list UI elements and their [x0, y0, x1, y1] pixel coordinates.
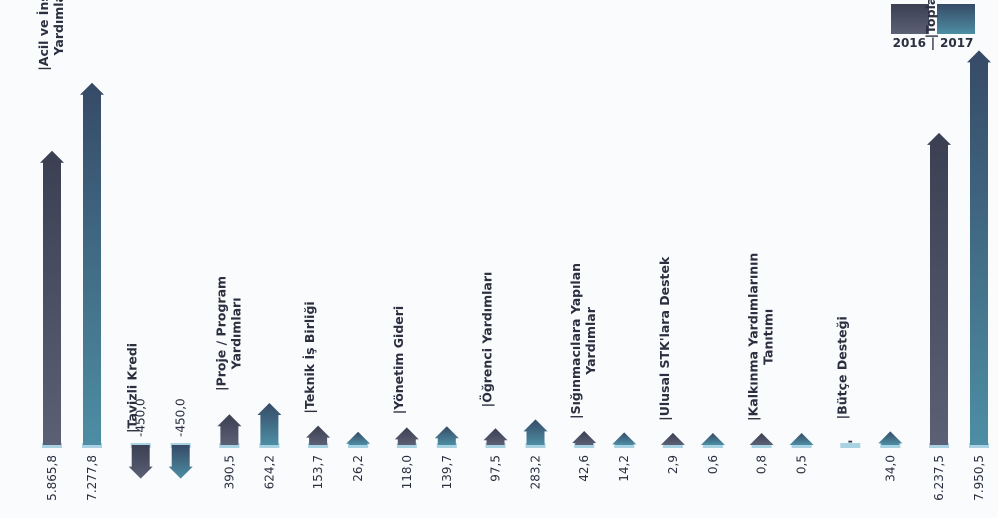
- arrow-bar: [128, 445, 153, 479]
- arrow-bar: [660, 432, 685, 445]
- arrow-bar: [789, 432, 814, 445]
- arrow-bar: [346, 431, 371, 445]
- base-strip: [348, 443, 369, 448]
- arrow-bar: [483, 428, 508, 445]
- base-strip: [751, 443, 772, 448]
- value-label: 42,6: [577, 455, 591, 482]
- base-strip: [880, 443, 901, 448]
- category-label: |Bütçe Desteği: [834, 316, 849, 419]
- arrow-bar: [700, 432, 725, 445]
- value-label: -450,0: [174, 398, 188, 437]
- category-label: |Yönetim Gideri: [391, 306, 406, 415]
- arrow-bar: [572, 430, 597, 445]
- value-label: 624,2: [262, 455, 276, 489]
- value-label: 390,5: [222, 455, 236, 489]
- arrow-bar: [40, 150, 64, 445]
- base-strip: [436, 443, 457, 448]
- legend-swatch-2016: [891, 4, 929, 34]
- value-label: 118,0: [400, 455, 414, 489]
- value-label: -: [848, 434, 853, 448]
- value-label: 7.277,8: [85, 455, 99, 501]
- arrow-bar: [878, 431, 903, 445]
- value-label: 5.865,8: [45, 455, 59, 501]
- value-label: 0,5: [795, 455, 809, 474]
- base-strip: [485, 443, 506, 448]
- base-strip: [840, 443, 861, 448]
- base-strip: [396, 443, 417, 448]
- value-label: 14,2: [617, 455, 631, 482]
- value-label: 26,2: [351, 455, 365, 482]
- base-strip: [574, 443, 595, 448]
- arrow-bar: [523, 419, 548, 445]
- arrow-bar: [927, 132, 951, 445]
- category-label: Yardımları: [228, 297, 243, 370]
- legend-swatch-2017: [937, 4, 975, 34]
- value-label: 6.237,5: [932, 455, 946, 501]
- category-label: Tanıtımı: [761, 309, 776, 365]
- value-label: 7.950,5: [972, 455, 986, 501]
- arrow-bar: [394, 427, 419, 445]
- category-label: Yardımlar: [583, 306, 598, 375]
- base-strip: [702, 443, 723, 448]
- value-label: 34,0: [883, 455, 897, 482]
- base-strip: [969, 443, 989, 448]
- base-strip: [308, 443, 329, 448]
- value-label: 0,6: [706, 455, 720, 474]
- base-strip: [525, 443, 546, 448]
- value-label: 283,2: [529, 455, 543, 489]
- arrow-bar: [217, 414, 242, 445]
- category-label: |Teknik İş Birliği: [302, 301, 317, 413]
- base-strip: [82, 443, 102, 448]
- base-strip: [42, 443, 62, 448]
- arrow-bar: [749, 432, 774, 445]
- base-strip: [791, 443, 812, 448]
- category-label: |Kalkınma Yardımlarının: [746, 253, 761, 421]
- base-strip: [614, 443, 635, 448]
- category-label: |Öğrenci Yardımları: [480, 272, 495, 408]
- arrow-bar: [967, 50, 991, 445]
- base-strip: [219, 443, 240, 448]
- category-label: |Proje / Program: [213, 276, 228, 391]
- arrow-bar: [306, 425, 331, 445]
- category-label: |Tavizli Kredi: [125, 343, 140, 433]
- category-label: |Toplam: [923, 0, 938, 38]
- base-strip: [259, 443, 280, 448]
- value-label: -450,0: [134, 398, 148, 437]
- legend-label: 2017: [940, 36, 973, 50]
- category-label: |Sığınmacılara Yapılan: [568, 263, 583, 419]
- category-label: |Acil ve İnsani: [36, 0, 51, 71]
- arrow-bar: [257, 402, 282, 445]
- value-label: 97,5: [489, 455, 503, 482]
- base-strip: [662, 443, 683, 448]
- category-label: Yardımlar: [51, 0, 66, 56]
- value-label: 0,8: [755, 455, 769, 474]
- arrow-bar: [80, 82, 104, 446]
- value-label: 2,9: [666, 455, 680, 474]
- arrow-bar: [434, 426, 459, 445]
- category-label: |Ulusal STK'lara Destek: [657, 256, 672, 421]
- value-label: 153,7: [311, 455, 325, 489]
- value-label: 139,7: [440, 455, 454, 489]
- arrow-bar: [612, 432, 637, 445]
- legend-label: 2016: [893, 36, 926, 50]
- arrow-bar: [168, 445, 193, 479]
- legend-separator: |: [931, 36, 935, 50]
- base-strip: [929, 443, 949, 448]
